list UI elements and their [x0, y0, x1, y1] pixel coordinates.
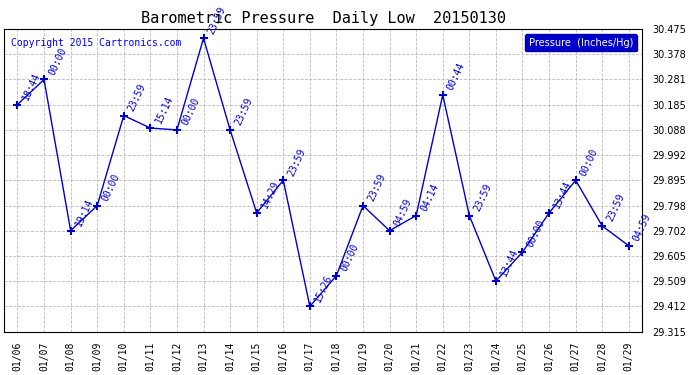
- Pressure  (Inches/Hg): [624, 244, 633, 248]
- Text: 04:59: 04:59: [393, 197, 414, 228]
- Pressure  (Inches/Hg): [119, 113, 128, 118]
- Pressure  (Inches/Hg): [13, 102, 21, 107]
- Text: 19:14: 19:14: [73, 197, 95, 228]
- Line: Pressure  (Inches/Hg): Pressure (Inches/Hg): [13, 34, 633, 310]
- Text: 23:59: 23:59: [206, 4, 228, 36]
- Pressure  (Inches/Hg): [146, 126, 155, 130]
- Pressure  (Inches/Hg): [439, 93, 447, 97]
- Text: 04:59: 04:59: [631, 212, 653, 243]
- Text: 15:26: 15:26: [313, 273, 334, 304]
- Legend: Pressure  (Inches/Hg): Pressure (Inches/Hg): [525, 34, 638, 51]
- Text: 23:59: 23:59: [286, 147, 308, 177]
- Text: 23:59: 23:59: [126, 82, 148, 113]
- Pressure  (Inches/Hg): [172, 128, 181, 132]
- Text: 15:14: 15:14: [153, 94, 175, 125]
- Pressure  (Inches/Hg): [492, 279, 500, 284]
- Text: 00:00: 00:00: [179, 96, 201, 127]
- Pressure  (Inches/Hg): [66, 228, 75, 233]
- Pressure  (Inches/Hg): [279, 178, 288, 183]
- Pressure  (Inches/Hg): [253, 211, 261, 215]
- Pressure  (Inches/Hg): [199, 36, 208, 40]
- Text: 13:44: 13:44: [499, 248, 520, 278]
- Title: Barometric Pressure  Daily Low  20150130: Barometric Pressure Daily Low 20150130: [141, 11, 506, 26]
- Pressure  (Inches/Hg): [359, 203, 367, 208]
- Text: 18:44: 18:44: [20, 71, 41, 102]
- Pressure  (Inches/Hg): [226, 128, 234, 132]
- Text: 23:59: 23:59: [605, 192, 627, 223]
- Pressure  (Inches/Hg): [412, 213, 420, 218]
- Text: 14:29: 14:29: [259, 179, 281, 210]
- Pressure  (Inches/Hg): [598, 224, 607, 228]
- Pressure  (Inches/Hg): [465, 213, 473, 218]
- Text: 00:00: 00:00: [339, 242, 361, 273]
- Pressure  (Inches/Hg): [386, 228, 394, 233]
- Pressure  (Inches/Hg): [545, 211, 553, 215]
- Text: 00:00: 00:00: [578, 147, 600, 177]
- Pressure  (Inches/Hg): [93, 203, 101, 208]
- Text: 23:59: 23:59: [472, 182, 493, 213]
- Text: 23:59: 23:59: [233, 96, 255, 127]
- Text: Copyright 2015 Cartronics.com: Copyright 2015 Cartronics.com: [10, 38, 181, 48]
- Text: 00:00: 00:00: [525, 219, 546, 249]
- Text: 00:00: 00:00: [47, 46, 68, 77]
- Pressure  (Inches/Hg): [306, 304, 314, 309]
- Text: 00:00: 00:00: [100, 172, 121, 203]
- Text: 04:14: 04:14: [419, 182, 440, 213]
- Pressure  (Inches/Hg): [571, 178, 580, 183]
- Text: 13:44: 13:44: [552, 179, 573, 210]
- Text: 23:59: 23:59: [366, 172, 387, 203]
- Pressure  (Inches/Hg): [333, 273, 341, 278]
- Pressure  (Inches/Hg): [518, 250, 526, 254]
- Text: 00:44: 00:44: [446, 61, 467, 92]
- Pressure  (Inches/Hg): [40, 77, 48, 82]
